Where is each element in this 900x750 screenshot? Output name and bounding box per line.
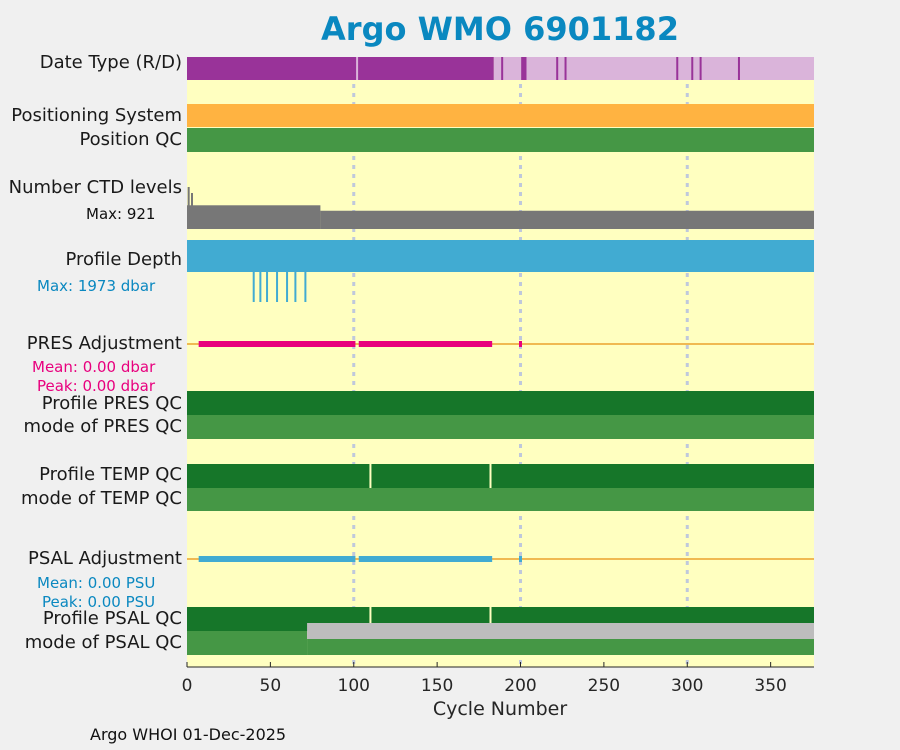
x-tick-label: 350 <box>754 676 786 696</box>
profile-pres-qc-bar <box>187 391 814 415</box>
depth-max-label: Max: 1973 dbar <box>37 277 156 295</box>
psal-adjustment-bar <box>358 556 493 562</box>
label-position-qc: Position QC <box>79 129 182 150</box>
label-psal-adjustment: PSAL Adjustment <box>27 548 182 569</box>
label-profile-pres-qc: Profile PRES QC <box>41 393 182 414</box>
plot-background <box>187 57 814 667</box>
x-tick-label: 0 <box>182 676 193 696</box>
pres-peak-label: Peak: 0.00 dbar <box>37 377 156 395</box>
profile-temp-qc-bar <box>187 464 814 488</box>
label-profile-psal-qc: Profile PSAL QC <box>42 608 182 629</box>
label-date-type: Date Type (R/D) <box>39 52 182 73</box>
mode-psal-qc-good-bar <box>307 639 814 655</box>
profile-depth-bar <box>187 240 814 272</box>
pres-adjustment-bar <box>358 341 493 347</box>
label-profile-depth: Profile Depth <box>65 249 182 270</box>
x-tick-label: 300 <box>671 676 703 696</box>
date-type-realtime-bar <box>187 57 494 80</box>
x-tick-label: 50 <box>260 676 282 696</box>
pres-mean-label: Mean: 0.00 dbar <box>32 358 156 376</box>
psal-adjustment-bar <box>198 556 356 562</box>
ctd-levels-bar <box>187 205 321 229</box>
label-mode-temp-qc: mode of TEMP QC <box>20 488 182 509</box>
psal-mean-label: Mean: 0.00 PSU <box>37 574 156 592</box>
mode-psal-qc-missing-bar <box>307 623 814 639</box>
ctd-max-label: Max: 921 <box>86 205 156 223</box>
x-tick-label: 150 <box>421 676 453 696</box>
position-qc-bar <box>187 128 814 152</box>
x-tick-label: 100 <box>338 676 370 696</box>
date-type-delayed-bar <box>493 57 814 80</box>
label-mode-psal-qc: mode of PSAL QC <box>24 632 182 653</box>
label-profile-temp-qc: Profile TEMP QC <box>39 464 182 485</box>
label-mode-pres-qc: mode of PRES QC <box>23 416 182 437</box>
chart-title: Argo WMO 6901182 <box>321 10 679 48</box>
label-ctd-levels: Number CTD levels <box>8 177 182 198</box>
label-pres-adjustment: PRES Adjustment <box>26 333 182 354</box>
x-axis-label: Cycle Number <box>432 698 568 720</box>
psal-peak-label: Peak: 0.00 PSU <box>42 593 156 611</box>
ctd-levels-bar <box>320 210 814 229</box>
label-positioning-system: Positioning System <box>11 105 182 126</box>
x-tick-label: 200 <box>504 676 536 696</box>
x-tick-label: 250 <box>588 676 620 696</box>
pres-adjustment-bar <box>198 341 356 347</box>
footer-credit: Argo WHOI 01-Dec-2025 <box>90 725 287 744</box>
chart-plot: 0 50 100 150 200 250 300 350 <box>182 57 814 696</box>
mode-psal-qc-good-bar <box>187 631 308 655</box>
positioning-system-bar <box>187 104 814 127</box>
mode-temp-qc-bar <box>187 488 814 511</box>
mode-pres-qc-bar <box>187 415 814 439</box>
